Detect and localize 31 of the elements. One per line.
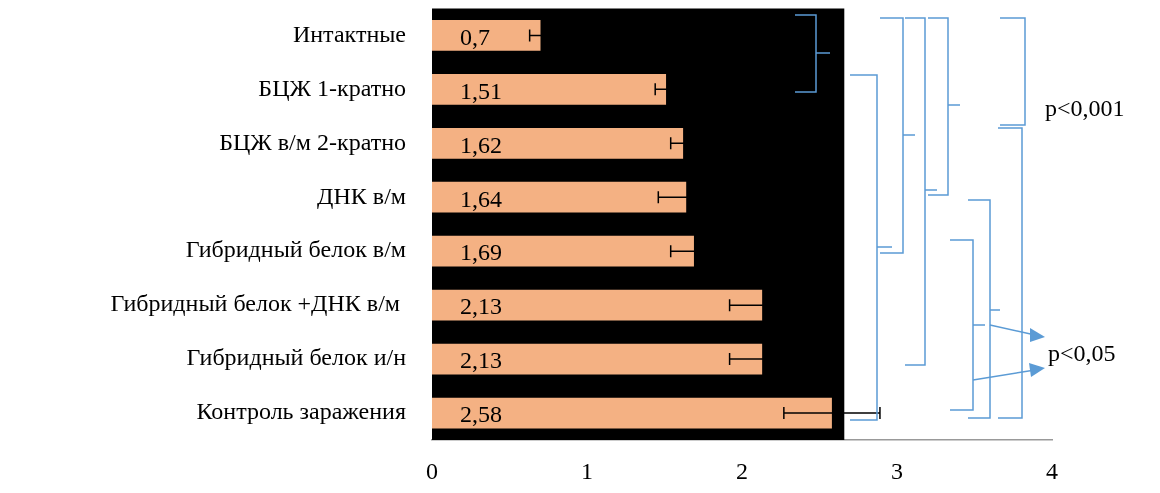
y-tick-label: Гибридный белок в/м xyxy=(185,236,406,263)
x-tick-label: 3 xyxy=(891,457,903,484)
annotation: p<0,05 xyxy=(1048,340,1116,367)
data-label: 2,58 xyxy=(460,401,502,428)
y-tick-label: БЦЖ в/м 2-кратно xyxy=(219,128,406,155)
bar xyxy=(432,343,763,375)
x-tick-label: 2 xyxy=(736,457,748,484)
y-tick-label: ДНК в/м xyxy=(317,182,406,209)
y-tick-label: Интактные xyxy=(292,20,406,47)
y-tick-label: Контроль заражения xyxy=(196,398,406,425)
bar xyxy=(432,73,667,105)
bar xyxy=(432,235,694,267)
bar xyxy=(432,289,763,321)
data-label: 2,13 xyxy=(460,293,502,320)
bar xyxy=(432,397,832,429)
x-tick-label: 1 xyxy=(581,457,593,484)
data-label: 1,51 xyxy=(460,77,502,104)
data-label: 1,62 xyxy=(460,131,502,158)
y-tick-label: БЦЖ 1-кратно xyxy=(258,74,406,101)
y-tick-label: Гибридный белок +ДНК в/м xyxy=(110,290,406,317)
x-tick-label: 0 xyxy=(426,457,438,484)
data-label: 1,64 xyxy=(460,185,502,212)
annotation: p<0,001 xyxy=(1045,95,1125,122)
x-tick-label: 4 xyxy=(1046,457,1058,484)
data-label: 0,7 xyxy=(460,23,490,50)
data-label: 1,69 xyxy=(460,239,502,266)
bar xyxy=(432,127,684,159)
y-tick-label: Гибридный белок и/н xyxy=(186,344,407,371)
bar xyxy=(432,181,687,213)
bar xyxy=(432,20,541,51)
data-label: 2,13 xyxy=(460,347,502,374)
